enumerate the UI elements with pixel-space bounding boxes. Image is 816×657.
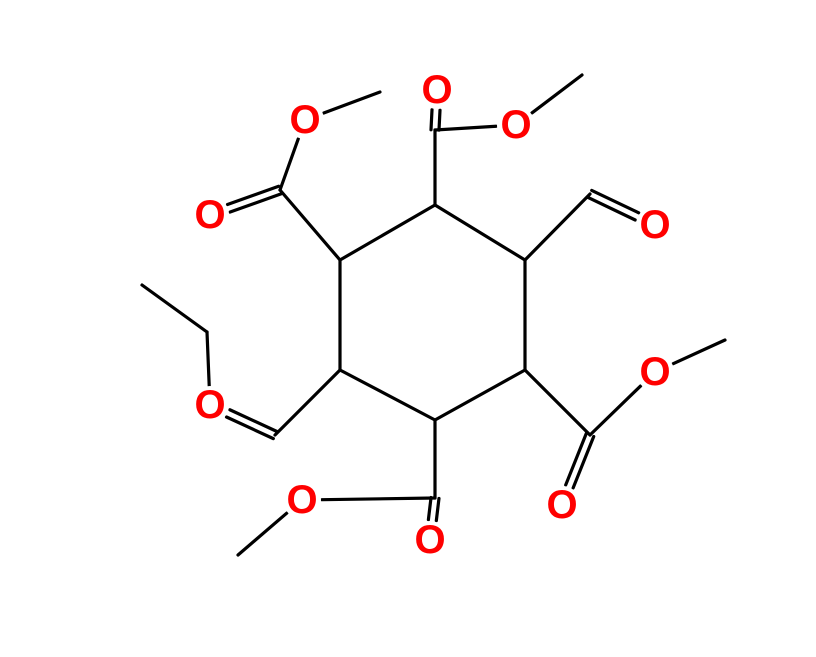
bond bbox=[142, 285, 207, 332]
bond bbox=[525, 194, 590, 260]
o-atom-label: O bbox=[194, 383, 225, 427]
bond bbox=[322, 498, 435, 500]
bond bbox=[673, 340, 725, 364]
bond bbox=[340, 205, 435, 260]
bond bbox=[532, 75, 582, 113]
o-atom-label: O bbox=[639, 350, 670, 394]
bond bbox=[431, 110, 432, 130]
bond bbox=[238, 513, 287, 555]
bond bbox=[280, 139, 298, 190]
bond bbox=[275, 370, 340, 435]
bond bbox=[435, 370, 525, 420]
o-atom-label: O bbox=[421, 68, 452, 112]
bond bbox=[230, 194, 281, 212]
o-atom-label: O bbox=[286, 478, 317, 522]
o-atom-label: O bbox=[500, 103, 531, 147]
bond bbox=[590, 386, 641, 435]
bond bbox=[525, 370, 590, 435]
bond bbox=[280, 190, 340, 260]
o-atom-label: O bbox=[289, 98, 320, 142]
bond bbox=[439, 110, 440, 130]
molecule-diagram: O O O O O O O O O O bbox=[0, 0, 816, 657]
bond bbox=[435, 126, 496, 130]
o-atom-label: O bbox=[414, 518, 445, 562]
o-atom-label: O bbox=[546, 483, 577, 527]
bond bbox=[227, 186, 278, 204]
bond bbox=[340, 370, 435, 420]
bond bbox=[324, 92, 380, 113]
bond bbox=[435, 205, 525, 260]
bond bbox=[428, 498, 431, 520]
o-atom-label: O bbox=[194, 193, 225, 237]
o-atom-label: O bbox=[639, 203, 670, 247]
